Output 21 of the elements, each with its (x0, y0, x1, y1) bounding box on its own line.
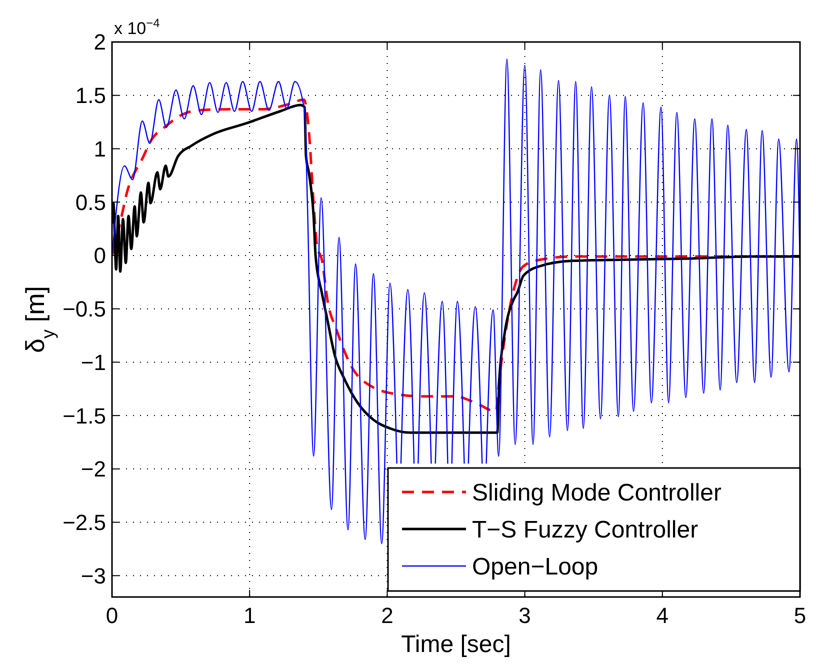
y-tick-label: −2.5 (62, 510, 106, 535)
y-tick-label: −1 (80, 350, 106, 375)
y-tick-label: −0.5 (62, 296, 106, 322)
y-tick-label: 1 (94, 136, 106, 162)
y-tick-label: 0.5 (75, 190, 106, 215)
y-tick-label: 2 (94, 30, 106, 55)
legend-label: Open−Loop (472, 553, 598, 580)
legend-label: Sliding Mode Controller (472, 479, 722, 506)
x-tick-label: 5 (794, 603, 806, 628)
y-tick-label: −2 (80, 456, 106, 482)
y-tick-label: 1.5 (75, 83, 106, 108)
x-tick-label: 2 (381, 603, 394, 628)
x-tick-label: 3 (518, 603, 531, 628)
x-tick-label: 1 (243, 603, 256, 628)
legend-label: T−S Fuzzy Controller (472, 516, 698, 544)
x-tick-label: 4 (656, 603, 669, 628)
x-axis-title: Time [sec] (401, 631, 511, 658)
text: x 10$^{−4}$ (114, 16, 160, 38)
y-tick-label: −1.5 (62, 403, 106, 428)
y-tick-label: 0 (94, 243, 106, 268)
y-tick-label: −3 (80, 563, 106, 588)
